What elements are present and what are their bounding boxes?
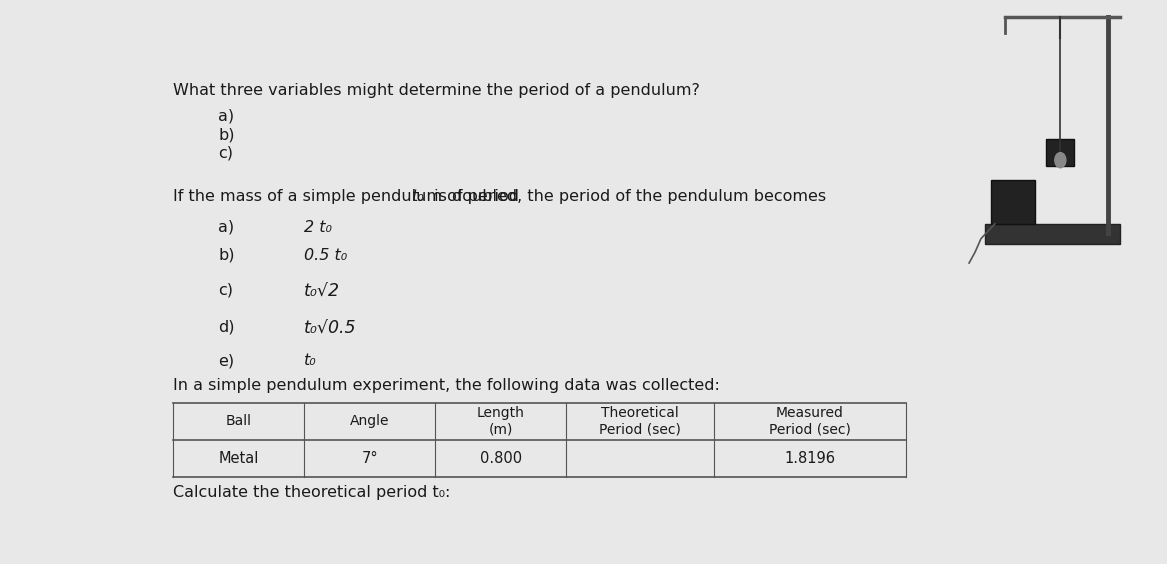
Text: 0.800: 0.800 xyxy=(480,451,522,466)
FancyBboxPatch shape xyxy=(991,180,1035,224)
Text: c): c) xyxy=(218,283,233,298)
Text: Calculate the theoretical period t₀:: Calculate the theoretical period t₀: xyxy=(173,484,450,500)
FancyBboxPatch shape xyxy=(1047,139,1075,166)
Text: t₀√2: t₀√2 xyxy=(305,283,340,301)
Text: Measured
Period (sec): Measured Period (sec) xyxy=(769,406,851,437)
Text: t₀: t₀ xyxy=(412,190,425,204)
Text: a): a) xyxy=(218,220,235,235)
Text: 2 t₀: 2 t₀ xyxy=(305,220,333,235)
Text: In a simple pendulum experiment, the following data was collected:: In a simple pendulum experiment, the fol… xyxy=(173,378,720,393)
Text: d): d) xyxy=(218,320,235,334)
Text: 7°: 7° xyxy=(362,451,378,466)
Text: b): b) xyxy=(218,248,235,263)
Text: is doubled, the period of the pendulum becomes: is doubled, the period of the pendulum b… xyxy=(429,190,826,204)
Text: Length
(m): Length (m) xyxy=(477,406,525,437)
Text: 1.8196: 1.8196 xyxy=(784,451,836,466)
Text: If the mass of a simple pendulum of period: If the mass of a simple pendulum of peri… xyxy=(173,190,524,204)
Text: Angle: Angle xyxy=(350,415,390,429)
Circle shape xyxy=(1055,153,1065,168)
Text: c): c) xyxy=(218,146,233,160)
Text: Theoretical
Period (sec): Theoretical Period (sec) xyxy=(599,406,682,437)
FancyBboxPatch shape xyxy=(985,224,1120,244)
Text: t₀√0.5: t₀√0.5 xyxy=(305,320,357,338)
Text: e): e) xyxy=(218,354,235,368)
Text: t₀: t₀ xyxy=(305,354,316,368)
Text: Metal: Metal xyxy=(218,451,259,466)
Text: b): b) xyxy=(218,127,235,142)
Text: 0.5 t₀: 0.5 t₀ xyxy=(305,248,348,263)
Text: Ball: Ball xyxy=(225,415,252,429)
Text: What three variables might determine the period of a pendulum?: What three variables might determine the… xyxy=(173,83,700,98)
Text: a): a) xyxy=(218,109,235,124)
